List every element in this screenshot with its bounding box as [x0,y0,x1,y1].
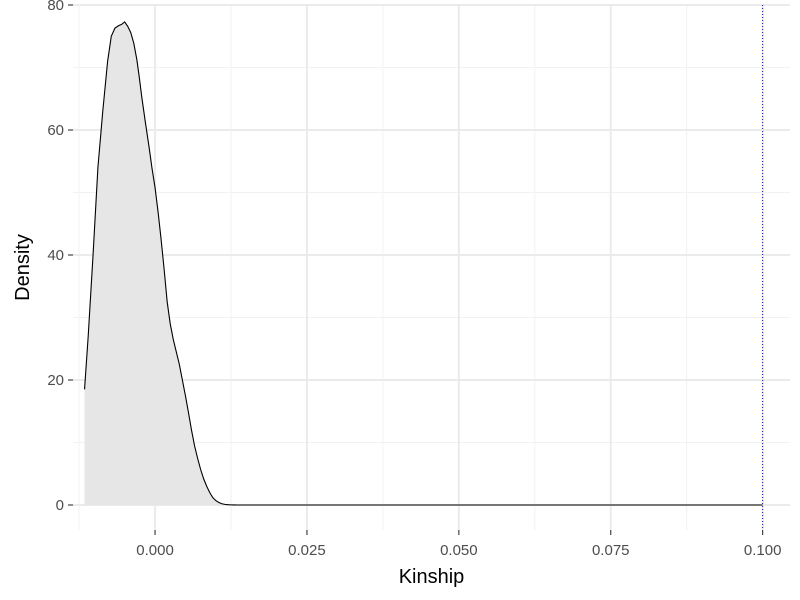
x-tick-label: 0.025 [288,542,326,559]
x-tick-label: 0.075 [592,542,630,559]
x-tick-label: 0.100 [744,542,782,559]
density-area [84,21,763,505]
x-axis: 0.000 0.025 0.050 0.075 0.100 [136,530,781,559]
y-axis: 0 20 40 60 80 [47,0,73,514]
y-axis-title: Density [12,234,34,301]
y-tick-label: 80 [47,0,64,14]
x-tick-label: 0.000 [136,542,174,559]
y-tick-label: 60 [47,122,64,139]
y-tick-label: 40 [47,247,64,264]
y-tick-label: 20 [47,372,64,389]
density-line [83,21,763,506]
x-tick-label: 0.050 [440,542,478,559]
x-axis-title: Kinship [399,566,465,588]
y-tick-label: 0 [56,497,64,514]
